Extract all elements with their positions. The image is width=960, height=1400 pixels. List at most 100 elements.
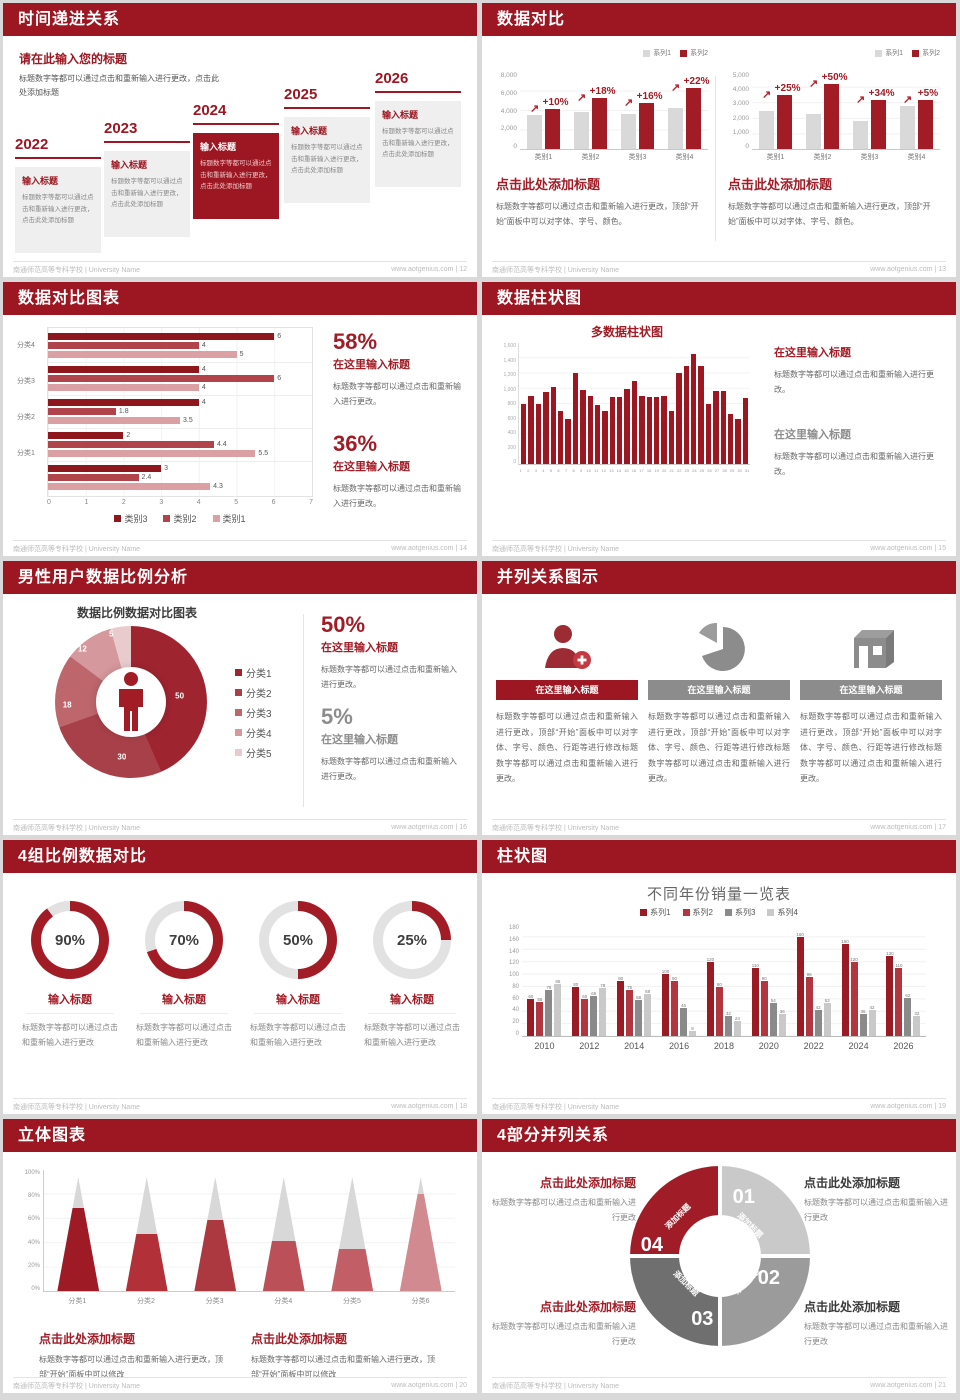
- x-tick-label: 25: [699, 468, 705, 473]
- slide-content: 多数据柱状图 1,600 1,400 1,200 1,000 800 600 400 200 0…: [482, 315, 956, 540]
- ring-title: 输入标题: [390, 994, 434, 1006]
- x-tick-label: 3: [534, 468, 537, 473]
- y-tick-label: 120: [508, 960, 519, 967]
- ring-hole: [678, 1214, 762, 1298]
- bar-group: 3 2.4 4.3: [48, 462, 312, 494]
- bar-value: 46: [681, 1002, 687, 1008]
- x-tick-label: 1: [519, 468, 522, 473]
- bar: 36: [778, 1009, 786, 1036]
- milestone-line: [193, 123, 279, 125]
- bar: 80: [715, 982, 723, 1036]
- milestone-year: 2024: [193, 102, 227, 119]
- stat-percent: 50%: [321, 612, 366, 637]
- bar-group: +5% ↗: [900, 72, 938, 149]
- slide-13-data-comparison[interactable]: 数据对比 系列1 系列2 8,000 6,000 4,000 2,000 0 +10% ↗ +18…: [482, 3, 956, 277]
- bar-row: 3.5: [48, 416, 312, 425]
- bar-value: 85: [555, 978, 561, 984]
- slide-15-multi-column-chart[interactable]: 数据柱状图 多数据柱状图 1,600 1,400 1,200 1,000 800 600 4…: [482, 282, 956, 556]
- x-tick-label: 分类6: [411, 1298, 430, 1305]
- slide-content: 100% 80% 60% 40% 20% 0% 分类1 分类2 分类3 分类4 分类5 分类6 点击…: [3, 1152, 477, 1379]
- footer-site-page: www.aotgenius.com | 20: [391, 1382, 467, 1389]
- footer-site-page: www.aotgenius.com | 13: [870, 266, 946, 273]
- slide-14-horizontal-bars[interactable]: 数据对比图表 分类4 分类3 分类2 分类1 6 4 5 4 6 4 4 1.8 3.5 2 4.4 5.5…: [3, 282, 477, 556]
- bar: [713, 391, 719, 464]
- bar: 100: [662, 969, 669, 1036]
- bar-series2: +18% ↗: [577, 86, 616, 149]
- x-tick-label: 3: [159, 499, 164, 506]
- bar: [48, 375, 275, 382]
- bar-value: 24: [734, 1016, 740, 1022]
- chart-legend: 分类1 分类2 分类3 分类4 分类5: [235, 660, 272, 765]
- bar: [48, 384, 199, 391]
- ring-percent: 50%: [282, 931, 314, 949]
- divider: [254, 1013, 342, 1014]
- slice-value-label: 50: [175, 691, 185, 701]
- bar: [654, 397, 660, 464]
- bar: 80: [572, 982, 580, 1036]
- slide-18-progress-rings[interactable]: 4组比例数据对比 90% 输入标题 标题数字等都可以通过点击和重新输入进行更改 …: [3, 840, 477, 1114]
- slide-19-grouped-bar-chart[interactable]: 柱状图 不同年份销量一览表 系列1 系列2 系列3 系列4 180 160 140 120 1…: [482, 840, 956, 1114]
- bar: 60: [527, 994, 535, 1036]
- footer-site-page: www.aotgenius.com | 21: [870, 1382, 946, 1389]
- x-tick-label: 31: [744, 468, 750, 473]
- slide-content: 01 添加标题 02 添加标题 03 添加标题 04 添加标题 点击此处添加标题 标题数字等都…: [482, 1152, 956, 1377]
- bar: 90: [671, 976, 679, 1036]
- bar: [48, 333, 275, 340]
- bar-group: 100 90 46 8: [662, 925, 697, 1036]
- x-tick-label: 1: [84, 499, 89, 506]
- bar-value: 36: [860, 1008, 866, 1014]
- x-tick-label: 6: [557, 468, 560, 473]
- x-axis-labels: 分类1 分类2 分类3 分类4 分类5 分类6: [43, 1296, 455, 1306]
- footer-site-page: www.aotgenius.com | 15: [870, 545, 946, 552]
- slide-21-cycle-ring[interactable]: 4部分并列关系 01 添加标题 02 添加标题 03 添加标题 04 添加标题 点击此处添加标…: [482, 1119, 956, 1393]
- y-tick-label: 4,000: [732, 86, 749, 94]
- bar-row: 2: [48, 431, 312, 440]
- legend-swatch: [235, 749, 242, 756]
- legend-swatch: [212, 515, 220, 522]
- legend-item: 系列1: [640, 907, 671, 918]
- slice-value-label: 12: [77, 644, 87, 654]
- bar-change-label: +5%: [917, 87, 939, 99]
- y-tick-label: 100: [508, 972, 519, 979]
- slide-footer: 南通师范高等专科学校 | University Name www.aotgeni…: [13, 819, 467, 835]
- legend-label: 类别2: [173, 514, 197, 524]
- bar: [690, 354, 697, 464]
- bar-change-label: +50%: [821, 72, 848, 84]
- y-tick-label: 80: [512, 983, 519, 990]
- x-tick-label: 分类5: [343, 1298, 361, 1305]
- bar-group: 110 90 54 36: [752, 925, 786, 1036]
- y-tick-label: 1,200: [503, 372, 516, 378]
- x-tick-label: 8: [572, 468, 575, 473]
- milestone-body: 标题数字等都可以通过点击和重新输入进行更改，点击此处添加标题: [22, 194, 94, 225]
- bar-group: +25% ↗: [759, 72, 801, 149]
- ring-column: 90% 输入标题 标题数字等都可以通过点击和重新输入进行更改: [19, 901, 121, 1051]
- pie-chart-icon: [648, 614, 790, 672]
- bar-series1: [900, 105, 915, 149]
- y-tick-label: 40%: [27, 1239, 40, 1246]
- stat-title: 在这里输入标题: [774, 347, 851, 359]
- y-tick-label: 1,000: [503, 386, 516, 393]
- x-tick-label: 2024: [848, 1041, 869, 1051]
- bar-value: 5: [239, 351, 244, 358]
- slide-12-time-progression[interactable]: 时间递进关系 请在此输入您的标题 标题数字等都可以通过点击和重新输入进行更改，点…: [3, 3, 477, 277]
- bar: [602, 411, 608, 464]
- bar-value: 8: [691, 1026, 694, 1032]
- bar-value: 1.8: [118, 408, 129, 415]
- bar-group: +34% ↗: [853, 72, 895, 149]
- bar: 58: [635, 995, 643, 1036]
- bar-group: +50% ↗: [806, 72, 848, 149]
- slide-20-cone-chart[interactable]: 立体图表 100% 80% 60% 40% 20% 0% 分类1 分类2 分类3 分类4 分类5 分…: [3, 1119, 477, 1393]
- bar-value: 90: [672, 975, 678, 981]
- x-tick-label: 2020: [758, 1041, 779, 1051]
- slide-17-parallel-columns[interactable]: 并列关系图示 在这里输入标题 标题数字等都可以通过点击和重新输入进行更改，顶部“…: [482, 561, 956, 835]
- legend-item: 系列2: [680, 48, 708, 58]
- bar: [742, 398, 749, 464]
- divider: [368, 1013, 456, 1014]
- slide-16-donut-analysis[interactable]: 男性用户数据比例分析 数据比例数据对比图表 50 30 18 12 5 分类1 分类2 分类…: [3, 561, 477, 835]
- slice-value-label: 30: [117, 752, 127, 762]
- bar: [668, 411, 675, 464]
- arrow-up-icon: ↗: [903, 93, 913, 106]
- x-tick-label: 2014: [624, 1041, 645, 1051]
- block-title: 点击此处添加标题: [804, 1176, 901, 1190]
- slide-footer: 南通师范高等专科学校 | University Name www.aotgeni…: [13, 1377, 467, 1393]
